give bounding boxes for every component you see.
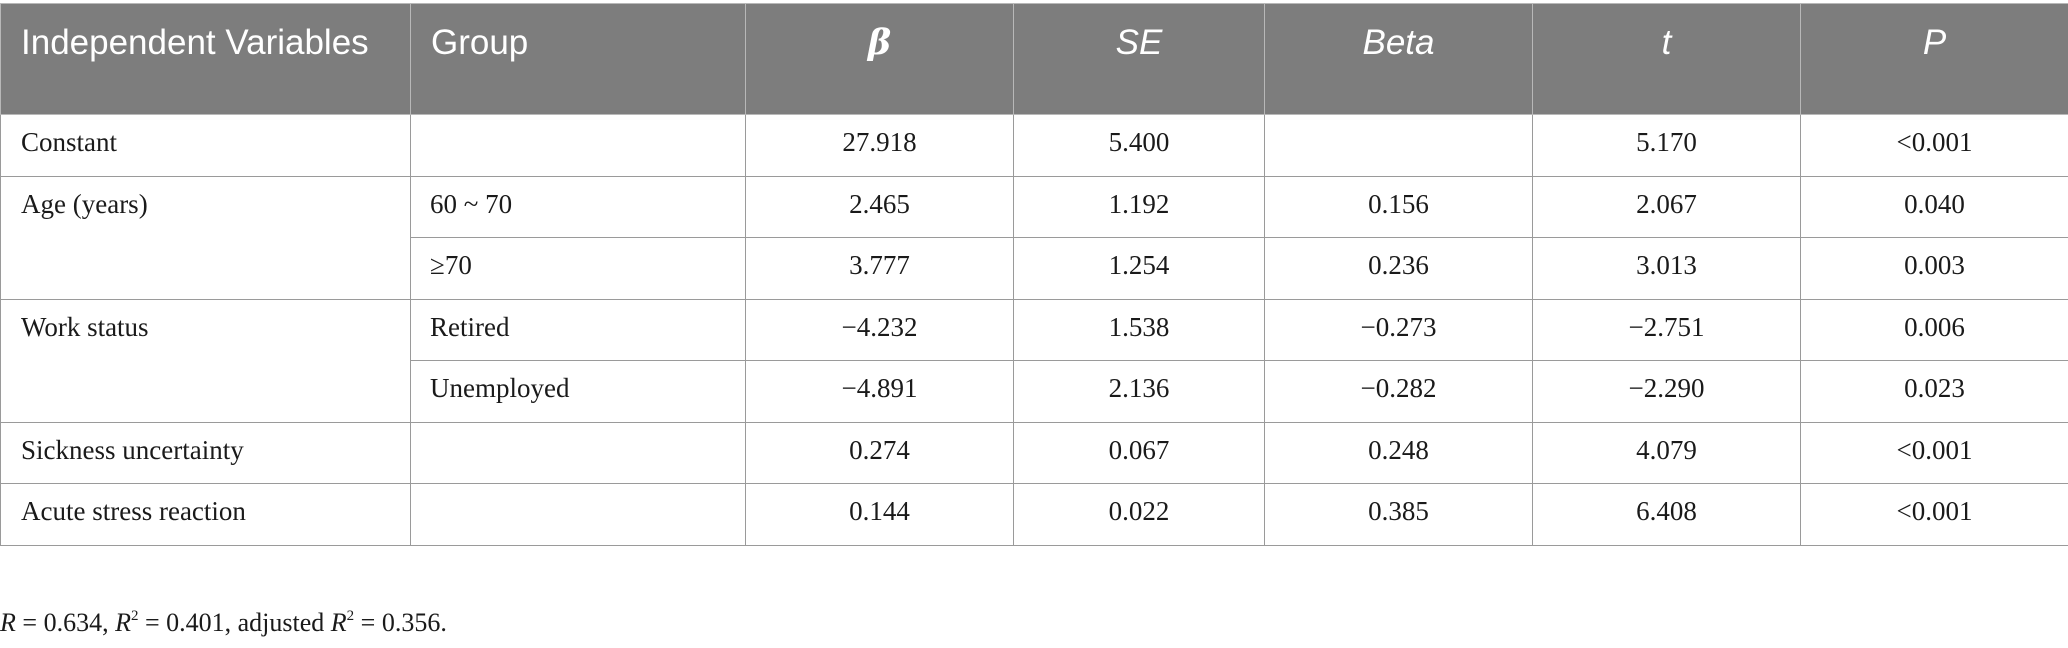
footnote-r2-sup: 2	[130, 608, 139, 624]
regression-table: Independent Variables Group β SE Beta t …	[0, 3, 2068, 546]
cell-beta: 0.236	[1264, 237, 1533, 300]
cell-p: 0.006	[1800, 298, 2068, 361]
cell-t: −2.751	[1532, 298, 1801, 361]
cell-p: <0.001	[1800, 421, 2068, 484]
cell-b: 0.274	[745, 421, 1014, 484]
cell-p: <0.001	[1800, 483, 2068, 546]
header-independent-variables: Independent Variables	[0, 3, 411, 115]
cell-t: 5.170	[1532, 114, 1801, 177]
cell-group: 60 ~ 70	[410, 175, 746, 238]
footnote-r-value: 0.634	[43, 608, 103, 637]
cell-se: 1.192	[1013, 175, 1265, 238]
table-row: Constant 27.918 5.400 5.170 <0.001	[0, 114, 2068, 177]
cell-p: <0.001	[1800, 114, 2068, 177]
table-row: Work status Retired −4.232 1.538 −0.273 …	[0, 298, 2068, 423]
header-t: t	[1532, 3, 1801, 115]
header-se: SE	[1013, 3, 1265, 115]
table-row: Sickness uncertainty 0.274 0.067 0.248 4…	[0, 421, 2068, 484]
cell-se: 2.136	[1013, 360, 1265, 423]
cell-variable: Acute stress reaction	[0, 483, 411, 546]
cell-t: 3.013	[1532, 237, 1801, 300]
cell-b: 27.918	[745, 114, 1014, 177]
cell-p: 0.023	[1800, 360, 2068, 423]
table-header-row: Independent Variables Group β SE Beta t …	[0, 3, 2068, 115]
cell-group	[410, 483, 746, 546]
cell-se: 0.022	[1013, 483, 1265, 546]
cell-t: 6.408	[1532, 483, 1801, 546]
cell-b: 3.777	[745, 237, 1014, 300]
cell-p: 0.003	[1800, 237, 2068, 300]
cell-group: ≥70	[410, 237, 746, 300]
footnote-r2-label: R	[115, 608, 131, 637]
cell-t: −2.290	[1532, 360, 1801, 423]
header-beta: Beta	[1264, 3, 1533, 115]
cell-beta	[1264, 114, 1533, 177]
cell-p: 0.040	[1800, 175, 2068, 238]
cell-b: −4.232	[745, 298, 1014, 361]
footnote-adj-r2-sup: 2	[346, 608, 355, 624]
header-p: P	[1800, 3, 2068, 115]
cell-group	[410, 421, 746, 484]
header-b: β	[745, 3, 1014, 115]
cell-group: Unemployed	[410, 360, 746, 423]
table-row: Unemployed −4.891 2.136 −0.282 −2.290 0.…	[1, 360, 2068, 423]
cell-b: −4.891	[745, 360, 1014, 423]
table-footnote: R = 0.634, R2 = 0.401, adjusted R2 = 0.3…	[0, 608, 447, 637]
cell-beta: −0.282	[1264, 360, 1533, 423]
footnote-adj-r2-label: R	[330, 608, 347, 637]
cell-variable: Age (years)	[0, 175, 411, 300]
footnote-adj-r2-value: 0.356	[381, 608, 441, 637]
table-row: Acute stress reaction 0.144 0.022 0.385 …	[0, 483, 2068, 546]
footnote-r2-value: 0.401	[166, 608, 225, 637]
cell-se: 5.400	[1013, 114, 1265, 177]
cell-group: Retired	[410, 298, 746, 361]
cell-beta: 0.385	[1264, 483, 1533, 546]
cell-se: 1.254	[1013, 237, 1265, 300]
cell-beta: 0.156	[1264, 175, 1533, 238]
cell-variable: Constant	[0, 114, 411, 177]
footnote-r-label: R	[0, 608, 16, 637]
footnote-adjusted: adjusted	[237, 608, 325, 637]
cell-variable: Work status	[0, 298, 411, 423]
cell-beta: 0.248	[1264, 421, 1533, 484]
cell-se: 0.067	[1013, 421, 1265, 484]
cell-t: 4.079	[1532, 421, 1801, 484]
cell-se: 1.538	[1013, 298, 1265, 361]
table-row: Age (years) 60 ~ 70 2.465 1.192 0.156 2.…	[0, 175, 2068, 300]
header-group: Group	[410, 3, 746, 115]
cell-t: 2.067	[1532, 175, 1801, 238]
cell-b: 0.144	[745, 483, 1014, 546]
cell-beta: −0.273	[1264, 298, 1533, 361]
cell-variable: Sickness uncertainty	[0, 421, 411, 484]
cell-b: 2.465	[745, 175, 1014, 238]
cell-group	[410, 114, 746, 177]
